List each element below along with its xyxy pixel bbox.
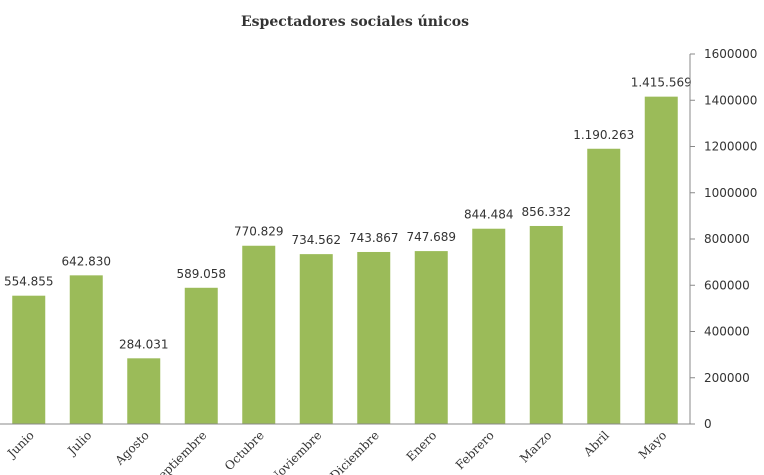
category-label-mayo: Mayo [636, 428, 670, 462]
bar-junio [12, 295, 46, 424]
category-label-enero: Enero [404, 428, 440, 464]
y-tick-label: 1400000 [704, 93, 757, 107]
value-label-marzo: 856.332 [521, 205, 571, 219]
y-tick-label: 200000 [704, 371, 750, 385]
y-tick-label: 600000 [704, 278, 750, 292]
value-label-abril: 1.190.263 [573, 128, 634, 142]
category-label-diciembre: Diciembre [327, 428, 381, 475]
value-label-febrero: 844.484 [464, 208, 514, 222]
y-tick-label: 1200000 [704, 140, 757, 154]
category-label-noviembre: Noviembre [267, 428, 325, 475]
y-tick-label: 1000000 [704, 186, 757, 200]
value-labels-group: 554.855 642.830 284.031 589.058 770.829 734.5… [4, 76, 692, 352]
value-label-junio: 554.855 [4, 275, 54, 289]
value-label-noviembre: 734.562 [291, 233, 341, 247]
y-tick-label: 0 [704, 417, 712, 431]
value-label-julio: 642.830 [61, 254, 111, 268]
value-label-enero: 747.689 [406, 230, 456, 244]
bar-marzo [529, 225, 563, 424]
category-label-septiembre: Septiembre [149, 428, 209, 475]
value-label-octubre: 770.829 [234, 225, 284, 239]
category-label-julio: Julio [64, 428, 95, 459]
bar-diciembre [357, 251, 391, 424]
category-label-octubre: Octubre [222, 428, 267, 473]
bars-group [12, 96, 678, 425]
category-label-marzo: Marzo [517, 428, 554, 465]
y-tick-label: 1600000 [704, 47, 757, 61]
bar-septiembre [184, 287, 218, 424]
category-label-junio: Junio [3, 428, 36, 461]
bar-abril [587, 148, 621, 424]
bar-noviembre [299, 254, 333, 424]
bar-agosto [127, 358, 161, 424]
category-label-agosto: Agosto [112, 428, 152, 468]
category-label-abril: Abril [580, 428, 612, 460]
value-label-mayo: 1.415.569 [631, 76, 692, 90]
chart-title: Espectadores sociales únicos [240, 14, 469, 30]
bar-enero [414, 251, 448, 424]
bar-mayo [644, 96, 678, 425]
value-label-septiembre: 589.058 [176, 267, 226, 281]
bar-octubre [242, 245, 276, 424]
y-tick-label: 400000 [704, 325, 750, 339]
bar-febrero [472, 228, 506, 424]
value-label-agosto: 284.031 [119, 337, 169, 351]
bar-julio [69, 275, 103, 424]
category-label-febrero: Febrero [453, 428, 497, 472]
value-label-diciembre: 743.867 [349, 231, 399, 245]
y-tick-label: 800000 [704, 232, 750, 246]
y-ticks-group: 0 200000 400000 600000 800000 1000000 1200000 1… [690, 47, 757, 431]
